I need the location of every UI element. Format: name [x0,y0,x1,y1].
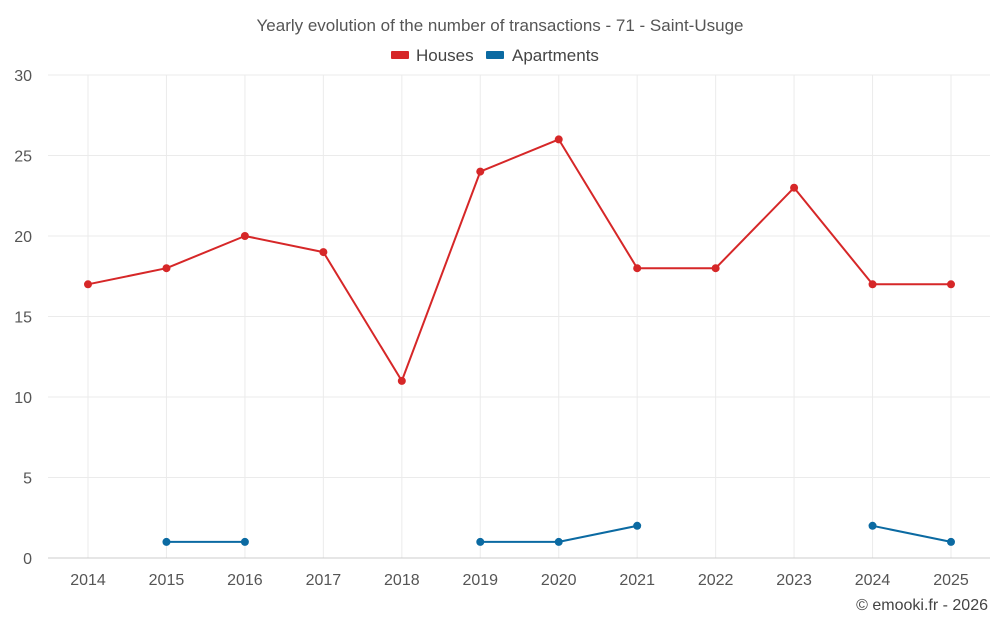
data-point-apartments[interactable] [162,537,171,546]
x-tick-label: 2024 [855,572,891,589]
data-point-houses[interactable] [711,264,720,273]
x-tick-label: 2025 [933,572,969,589]
series-line-houses [87,138,951,382]
data-point-apartments[interactable] [633,521,642,530]
data-point-houses[interactable] [790,183,799,192]
x-tick-label: 2014 [70,572,106,589]
data-point-houses[interactable] [868,280,877,289]
y-tick-label: 5 [23,471,32,488]
legend-label-houses[interactable]: Houses [416,46,474,65]
data-point-houses[interactable] [162,264,171,273]
x-tick-label: 2019 [462,572,498,589]
x-axis: 2014 2015 2016 2017 2018 2019 2020 2021 2022 2023… [48,557,990,589]
legend-label-apartments[interactable]: Apartments [512,46,599,65]
x-tick-label: 2020 [541,572,577,589]
y-tick-label: 0 [23,551,32,568]
x-tick-label: 2022 [698,572,734,589]
x-tick-label: 2021 [619,572,655,589]
data-point-apartments[interactable] [554,537,563,546]
x-tick-label: 2023 [776,572,812,589]
series-line-apartments [872,524,952,543]
legend-swatch-apartments [486,51,504,59]
x-tick-label: 2017 [306,572,342,589]
data-point-apartments[interactable] [240,537,249,546]
y-tick-label: 25 [14,149,32,166]
x-tick-label: 2018 [384,572,420,589]
y-tick-label: 20 [14,229,32,246]
series-houses [84,135,955,385]
data-point-houses[interactable] [554,135,563,144]
data-point-houses[interactable] [476,167,485,176]
data-point-houses[interactable] [633,264,642,273]
data-point-houses[interactable] [397,376,406,385]
x-tick-label: 2015 [149,572,185,589]
series [84,135,955,546]
y-tick-label: 15 [14,310,32,327]
data-point-houses[interactable] [84,280,92,289]
data-point-houses[interactable] [240,232,249,240]
series-apartments [162,521,955,546]
y-axis: 0 5 10 15 20 25 30 [14,68,32,568]
credit-text: © emooki.fr - 2026 [856,597,988,614]
data-point-apartments[interactable] [476,537,485,546]
data-point-apartments[interactable] [868,521,877,530]
data-point-apartments[interactable] [947,537,955,546]
x-tick-label: 2016 [227,572,263,589]
y-tick-label: 10 [14,390,32,407]
chart-title: Yearly evolution of the number of transa… [257,16,744,35]
data-point-houses[interactable] [947,280,955,289]
chart-legend: Houses Apartments [391,46,599,65]
y-tick-label: 30 [14,68,32,85]
legend-swatch-houses [391,51,409,59]
grid [48,74,990,558]
data-point-houses[interactable] [319,248,328,257]
